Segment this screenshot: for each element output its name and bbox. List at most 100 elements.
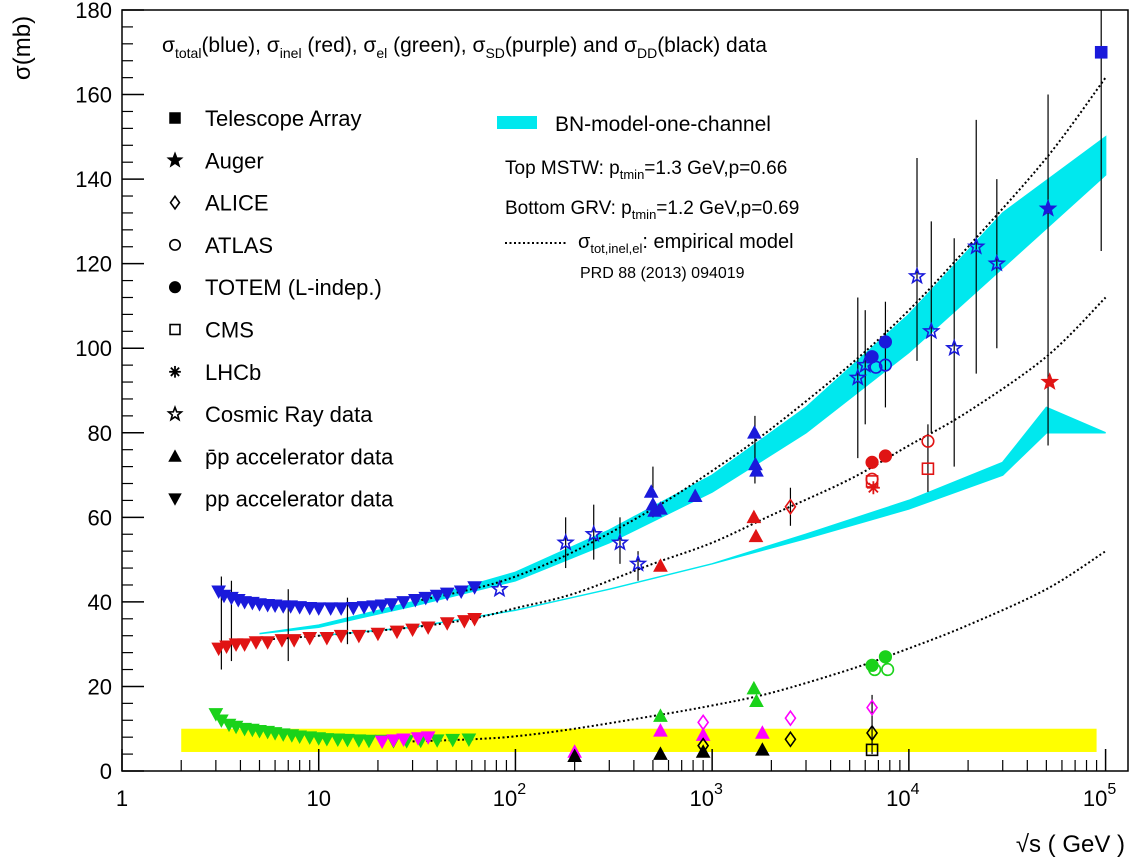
x-tick-label: 1: [116, 786, 128, 811]
legend-label: Auger: [205, 148, 264, 173]
legend-label: p̄p accelerator data: [205, 444, 394, 469]
data-point-total-pp: [439, 587, 455, 602]
model-annotation: BN-model-one-channel Top MSTW: ptmin=1.3…: [497, 113, 799, 282]
data-point-total-pp: [302, 602, 318, 616]
data-point-total-cosmic: [921, 321, 941, 340]
data-points: [208, 45, 1108, 763]
data-point-inel-auger: [1040, 372, 1060, 390]
y-tick-label: 80: [88, 421, 112, 446]
legend-label: Cosmic Ray data: [205, 402, 373, 427]
data-point-inel-pp: [237, 638, 252, 652]
data-point-inel-pp: [457, 615, 472, 629]
data-point-el-pp: [330, 733, 346, 747]
data-point-inel-totem: [878, 449, 893, 463]
data-point-el-atlas: [881, 662, 895, 677]
data-point-total-pp: [333, 602, 349, 616]
data-point-sd-pp: [420, 731, 436, 745]
empirical-model-label: σtot,inel,el: empirical model: [578, 231, 794, 256]
legend: Telescope Array Auger ALICE ATLAS TOTEM (L-i…: [166, 106, 394, 512]
data-point-dd-ppbar: [755, 742, 770, 756]
data-point-inel-pp: [389, 625, 405, 640]
bn-band-swatch: [497, 116, 537, 129]
data-point-total-ppbar: [747, 425, 762, 439]
y-axis-label: σ(mb): [9, 16, 36, 80]
data-point-sd-alice: [866, 699, 879, 716]
legend-marker: [168, 238, 182, 251]
data-point-el-pp: [340, 733, 355, 748]
data-point-total-cosmic: [944, 338, 964, 357]
data-point-dd-ppbar: [653, 746, 668, 760]
data-point-total-pp: [467, 581, 482, 595]
data-point-dd-alice: [784, 730, 797, 748]
plot-frame: [121, 9, 1129, 772]
data-point-inel-cms: [921, 462, 935, 476]
x-tick-label: 10: [306, 786, 330, 811]
data-point-inel-pp: [211, 642, 227, 657]
data-point-el-pp: [302, 731, 318, 745]
data-point-el-pp: [292, 730, 308, 745]
legend-label: TOTEM (L-indep.): [205, 275, 382, 300]
y-tick-label: 60: [88, 505, 112, 530]
data-point-inel-pp: [420, 621, 436, 635]
data-point-inel-lhcb: [866, 481, 880, 495]
data-point-el-pp: [429, 734, 445, 748]
legend-label: ALICE: [205, 191, 269, 216]
data-point-el-ppbar: [749, 693, 764, 708]
data-point-total-cosmic: [556, 532, 576, 551]
data-point-inel-pp: [351, 629, 367, 644]
legend-label: pp accelerator data: [205, 487, 394, 512]
data-point-el-pp: [445, 733, 461, 748]
data-point-sd-pp: [396, 733, 411, 747]
data-point-total-cosmic: [907, 266, 927, 285]
y-tick-label: 40: [88, 590, 112, 615]
data-point-el-totem: [878, 650, 893, 664]
axes: 0 20 40 60 80 100 120 140 160 180 1 10 102 103 104 105: [75, 0, 1116, 811]
data-point-sd-pp: [374, 735, 390, 750]
data-point-inel-pp: [319, 632, 335, 646]
data-point-inel-pp: [302, 632, 318, 646]
data-point-inel-pp: [219, 640, 234, 654]
data-point-inel-pp: [467, 613, 482, 627]
data-point-el-pp: [351, 734, 367, 748]
legend-marker: [168, 281, 182, 294]
data-point-inel-alice: [784, 498, 797, 516]
legend-marker: [166, 151, 184, 168]
data-point-total-ppbar: [643, 484, 659, 498]
data-point-el-atlas: [868, 662, 882, 677]
data-point-inel-pp: [439, 617, 455, 631]
y-tick-label: 140: [75, 167, 112, 192]
data-point-inel-pp: [228, 638, 244, 652]
y-tick-label: 20: [88, 674, 112, 699]
data-point-inel-pp: [260, 636, 275, 650]
data-point-inel-ppbar: [748, 528, 764, 543]
empirical-curves: [259, 77, 1107, 743]
data-point-sd-ppbar: [755, 725, 770, 739]
data-point-inel-pp: [405, 623, 420, 638]
data-point-total-ppbar: [749, 463, 764, 477]
data-point-inel-pp: [274, 634, 290, 648]
chart-header: σtotal(blue), σinel (red), σel (green), …: [162, 34, 767, 61]
legend-marker: [169, 365, 181, 378]
data-point-total-pp: [408, 593, 423, 608]
data-point-sd-ppbar: [695, 727, 711, 741]
data-point-inel-pp: [370, 627, 386, 642]
data-point-total-cosmic: [490, 579, 509, 598]
bn-band-label: BN-model-one-channel: [555, 113, 771, 136]
data-point-sd-pp: [386, 734, 401, 748]
data-point-inel-pp: [286, 634, 302, 648]
x-axis-label: √s ( GeV ): [1016, 831, 1125, 858]
legend-marker: [168, 449, 182, 462]
asterisk-stroke: [868, 482, 879, 493]
x-tick-label: 102: [493, 781, 526, 811]
data-point-inel-totem: [865, 455, 879, 469]
legend-label: ATLAS: [205, 233, 273, 258]
data-point-total-pp: [283, 600, 298, 614]
plot-area: [121, 9, 1129, 772]
data-point-total-pp: [356, 601, 372, 615]
bn-band-inel: [318, 406, 1106, 637]
data-point-total-cosmic: [628, 553, 648, 572]
data-point-dd-cms: [865, 743, 879, 757]
data-point-total-pp: [396, 596, 411, 610]
data-point-total-cosmic: [584, 524, 603, 543]
